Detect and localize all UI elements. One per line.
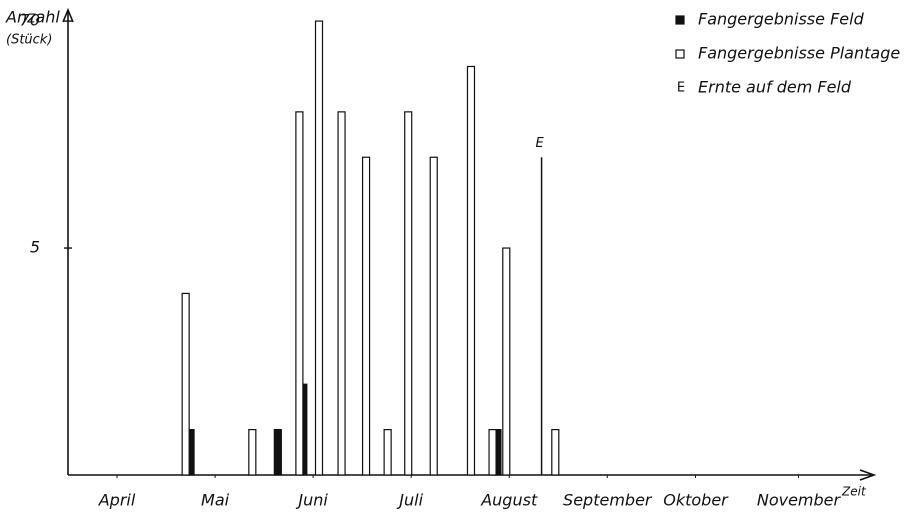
bar [429, 156, 438, 476]
x-axis-arrow [859, 469, 877, 481]
bar [248, 429, 257, 476]
bar [502, 247, 511, 476]
x-tick-label: April [98, 491, 136, 510]
bar [383, 429, 392, 476]
y-axis-label: Anzahl [5, 8, 60, 27]
bar [466, 65, 476, 476]
x-tick-label: Mai [201, 491, 230, 510]
legend-symbol: E [677, 81, 685, 96]
x-tick-label: August [480, 491, 538, 510]
x-tick-label: Juni [295, 491, 328, 510]
legend-label: Fangergebnisse Feld [698, 10, 865, 29]
bar [181, 292, 190, 476]
bar [488, 429, 497, 476]
legend-label: Ernte auf dem Feld [698, 78, 852, 97]
y-axis-unit: (Stück) [6, 33, 52, 48]
legend-label: Fangergebnisse Plantage [698, 44, 900, 63]
x-tick-label: September [563, 491, 653, 510]
legend-swatch [675, 15, 685, 25]
y-tick-label: 5 [30, 238, 40, 257]
y-tick-label: 70 [20, 11, 40, 30]
bar [314, 20, 324, 476]
x-tick-label: Oktober [663, 491, 729, 510]
harvest-marker: E [535, 136, 544, 151]
bar [295, 111, 304, 476]
x-tick-label: November [757, 491, 842, 510]
bar [404, 111, 413, 476]
x-axis-label: Zeit [841, 485, 867, 499]
bar [273, 429, 282, 476]
bar [361, 156, 371, 476]
y-axis-arrow [62, 7, 74, 23]
bar [337, 111, 346, 476]
x-tick-label: Juli [396, 491, 423, 510]
bar [551, 429, 560, 476]
legend-swatch [675, 49, 685, 59]
